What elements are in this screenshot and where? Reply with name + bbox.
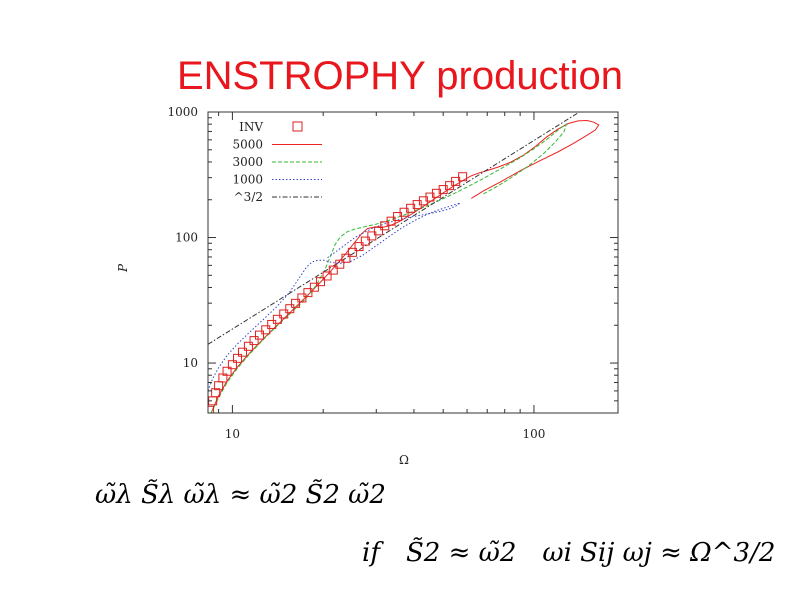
- series-inv-point: [303, 288, 313, 298]
- series-inv-point: [285, 304, 295, 314]
- series-inv-point: [237, 347, 247, 357]
- series-inv-point: [367, 231, 377, 241]
- series-inv-point: [360, 236, 370, 246]
- equation-condition: S̃2 ≈ ω̃2: [405, 538, 517, 568]
- series-inv-point: [341, 253, 351, 263]
- y-tick-label: 10: [183, 356, 198, 370]
- series-inv-point: [249, 336, 259, 346]
- y-tick-label: 1000: [167, 105, 198, 119]
- x-axis-label: Ω: [399, 453, 409, 467]
- series-inv-point: [458, 172, 468, 182]
- series-inv-point: [316, 277, 326, 287]
- series-inv-point: [267, 319, 277, 329]
- y-tick-label: 100: [175, 231, 198, 245]
- legend-swatch-inv: [292, 121, 303, 132]
- y-axis-label: P: [116, 263, 130, 273]
- series-inv-point: [255, 330, 265, 340]
- equation-scaling-result: ωi Sij ωj ≈ Ω^3/2: [542, 538, 776, 568]
- plot-markers: [208, 172, 468, 413]
- legend-label-3-2: ^3/2: [234, 190, 263, 204]
- series-inv-point: [211, 388, 221, 398]
- series-inv-point: [222, 366, 232, 376]
- legend: INV 5000 3000 1000 ^3/2: [232, 120, 322, 204]
- series-inv-point: [380, 221, 390, 231]
- legend-label-inv: INV: [239, 120, 263, 134]
- series-inv-point: [261, 325, 271, 335]
- axis-ticks: [208, 112, 618, 414]
- equation-condition-row: if S̃2 ≈ ω̃2 ωi Sij ωj ≈ Ω^3/2: [362, 538, 775, 568]
- equation-if-word: if: [362, 538, 380, 568]
- series-3000-line: [210, 123, 568, 413]
- series-3-2-line: [208, 112, 581, 345]
- series-inv-point: [335, 259, 345, 269]
- series-inv-point: [233, 353, 243, 363]
- x-tick-label: 100: [522, 427, 545, 441]
- series-inv-point: [208, 405, 215, 413]
- legend-label-3000: 3000: [232, 155, 263, 169]
- series-inv-point: [451, 176, 461, 186]
- series-inv-point: [386, 216, 396, 226]
- series-inv-point: [272, 314, 282, 324]
- legend-label-5000: 5000: [232, 138, 263, 152]
- series-inv-point: [309, 282, 319, 292]
- equation-alignment-approximation: ω̃λ S̃λ ω̃λ ≈ ω̃2 S̃2 ω̃2: [95, 480, 386, 510]
- x-tick-label: 10: [225, 427, 240, 441]
- legend-label-1000: 1000: [232, 173, 263, 187]
- series-inv-point: [328, 265, 338, 275]
- axis-tick-labels: 10 100 10 100 1000: [167, 105, 545, 441]
- plot-frame: [207, 111, 619, 414]
- series-inv-point: [279, 309, 289, 319]
- series-inv-point: [297, 293, 307, 303]
- series-inv-point: [291, 298, 301, 308]
- series-inv-point: [347, 247, 357, 257]
- series-inv-point: [227, 360, 237, 370]
- series-5000-line: [210, 119, 600, 413]
- series-inv-point: [354, 242, 364, 252]
- series-inv-point: [322, 271, 332, 281]
- series-1000-line: [208, 202, 461, 392]
- plot-lines: [208, 112, 600, 413]
- slide-title: ENSTROPHY production: [176, 54, 624, 98]
- series-inv-point: [373, 226, 383, 236]
- series-inv-point: [243, 341, 253, 351]
